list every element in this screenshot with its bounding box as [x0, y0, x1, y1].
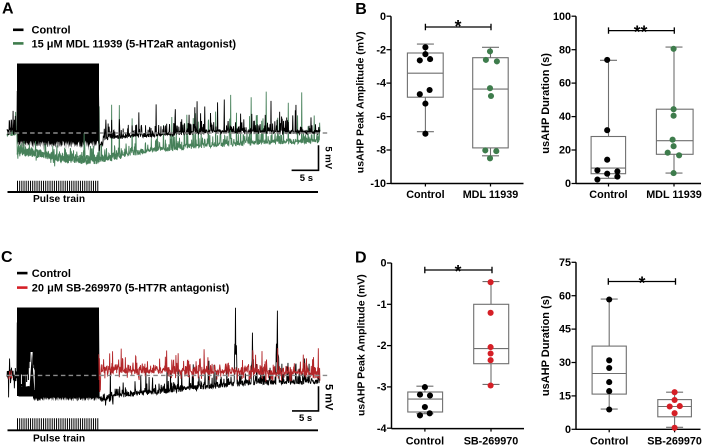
svg-text:Control: Control [406, 436, 444, 446]
svg-text:-8: -8 [376, 145, 386, 157]
svg-text:20: 20 [559, 145, 571, 157]
svg-text:SB-269970: SB-269970 [464, 436, 519, 446]
svg-text:C: C [1, 249, 13, 266]
svg-text:Control: Control [406, 189, 444, 201]
svg-text:60: 60 [559, 290, 571, 302]
svg-text:20 μM SB-269970 (5-HT7R antago: 20 μM SB-269970 (5-HT7R antagonist) [32, 282, 230, 294]
svg-text:15 μM MDL 11939 (5-HT2aR antag: 15 μM MDL 11939 (5-HT2aR antagonist) [32, 38, 237, 50]
svg-text:-10: -10 [370, 178, 386, 190]
svg-text:Control: Control [32, 268, 71, 280]
svg-text:SB-269970: SB-269970 [647, 436, 702, 446]
svg-text:usAHP Duration (s): usAHP Duration (s) [540, 295, 552, 396]
svg-text:*: * [455, 16, 462, 36]
svg-text:**: ** [634, 21, 648, 41]
svg-text:40: 40 [559, 111, 571, 123]
svg-text:Pulse train: Pulse train [33, 194, 85, 205]
svg-text:Control: Control [589, 189, 627, 201]
svg-text:-2: -2 [376, 44, 386, 56]
svg-text:*: * [455, 261, 462, 281]
svg-text:-4: -4 [377, 423, 387, 435]
svg-text:100: 100 [553, 11, 571, 23]
svg-text:Control: Control [590, 436, 628, 446]
svg-text:60: 60 [559, 78, 571, 90]
svg-text:MDL 11939: MDL 11939 [646, 189, 702, 201]
svg-text:0: 0 [565, 178, 571, 190]
svg-text:45: 45 [559, 324, 571, 336]
svg-text:usAHP Peak Amplitude (mV): usAHP Peak Amplitude (mV) [355, 31, 367, 173]
svg-text:5 s: 5 s [299, 413, 312, 424]
svg-text:30: 30 [559, 357, 571, 369]
svg-text:5 mV: 5 mV [322, 146, 333, 169]
svg-text:MDL 11939: MDL 11939 [463, 189, 519, 201]
svg-text:-2: -2 [377, 340, 387, 352]
svg-text:D: D [355, 250, 367, 267]
svg-text:usAHP Peak Amplitude (mV): usAHP Peak Amplitude (mV) [355, 274, 367, 416]
svg-text:*: * [639, 272, 646, 292]
svg-text:B: B [355, 1, 367, 18]
svg-text:-4: -4 [376, 78, 386, 90]
svg-text:0: 0 [565, 424, 571, 436]
svg-text:Pulse train: Pulse train [33, 433, 85, 444]
svg-text:Control: Control [32, 24, 71, 36]
svg-text:0: 0 [380, 11, 386, 23]
svg-text:5 mV: 5 mV [322, 384, 334, 411]
svg-text:usAHP Duration (s): usAHP Duration (s) [540, 53, 552, 154]
svg-text:15: 15 [559, 391, 571, 403]
svg-text:5 s: 5 s [300, 173, 313, 184]
svg-text:75: 75 [559, 257, 571, 269]
svg-text:-6: -6 [376, 111, 386, 123]
svg-text:A: A [2, 1, 14, 18]
svg-text:0: 0 [380, 258, 386, 270]
svg-text:80: 80 [559, 44, 571, 56]
svg-text:-1: -1 [377, 299, 387, 311]
svg-text:-3: -3 [377, 382, 387, 394]
